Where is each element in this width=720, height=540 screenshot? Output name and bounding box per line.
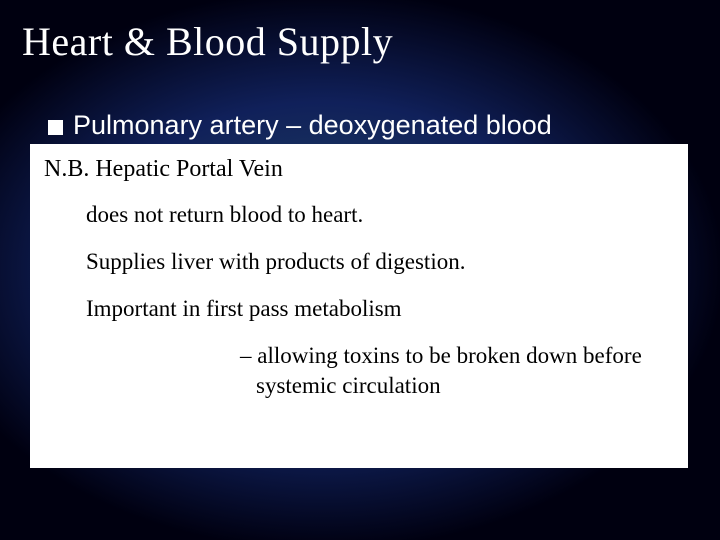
note-line: Supplies liver with products of digestio… bbox=[86, 248, 674, 277]
note-subline: – allowing toxins to be broken down befo… bbox=[240, 341, 674, 401]
note-box: N.B. Hepatic Portal Vein does not return… bbox=[30, 144, 688, 468]
note-line: does not return blood to heart. bbox=[86, 201, 674, 230]
slide-title: Heart & Blood Supply bbox=[22, 18, 393, 65]
slide: Heart & Blood Supply Pulmonary artery – … bbox=[0, 0, 720, 540]
note-line: Important in first pass metabolism bbox=[86, 295, 674, 324]
bullet-text: Pulmonary artery – deoxygenated blood bbox=[73, 110, 552, 141]
bullet-item: Pulmonary artery – deoxygenated blood bbox=[48, 110, 552, 141]
square-bullet-icon bbox=[48, 120, 63, 135]
note-heading: N.B. Hepatic Portal Vein bbox=[44, 156, 674, 183]
